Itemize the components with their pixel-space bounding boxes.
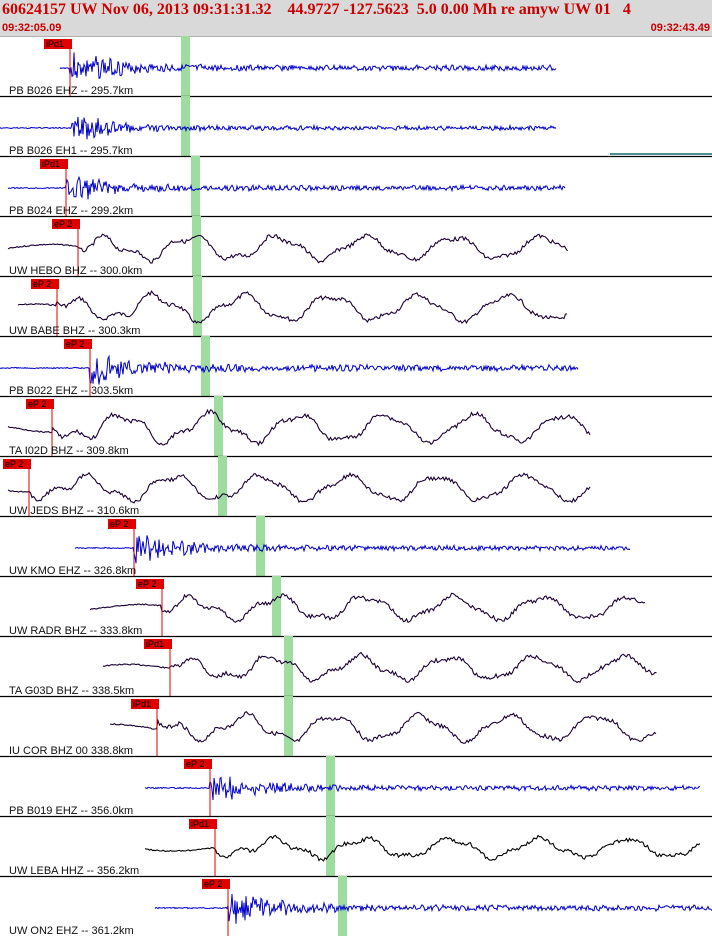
pick-label: eP 2	[28, 399, 46, 409]
station-label: UW BABE BHZ -- 300.3km	[9, 325, 140, 337]
waveform	[109, 711, 657, 744]
pick-label: iPd1	[133, 699, 151, 709]
time-end-label: 09:32:43.49	[650, 22, 710, 34]
pick-label: iPd1	[146, 639, 164, 649]
s-window-marker	[256, 516, 265, 576]
pick-label: iPd1	[42, 159, 60, 169]
waveform	[0, 354, 579, 385]
waveform	[74, 535, 631, 564]
pick-label: eP 2	[5, 459, 23, 469]
trace-row[interactable]: iPd1 UW LEBA HHZ -- 356.2km	[0, 816, 712, 878]
station-label: UW HEBO BHZ -- 300.0km	[9, 265, 142, 277]
trace-row[interactable]: eP 2 TA I02D BHZ -- 309.8km	[0, 396, 712, 458]
station-label: UW JEDS BHZ -- 310.6km	[9, 505, 139, 517]
station-label: UW LEBA HHZ -- 356.2km	[9, 865, 139, 877]
waveform	[154, 893, 712, 924]
waveform	[7, 471, 591, 504]
trace-row[interactable]: eP 2 UW RADR BHZ -- 333.8km	[0, 576, 712, 638]
waveform	[59, 52, 557, 79]
trace-row[interactable]: PB B026 EH1 -- 295.7km	[0, 96, 712, 158]
station-label: PB B026 EH1 -- 295.7km	[9, 145, 133, 157]
pick-flag[interactable]	[136, 579, 164, 589]
pick-flag[interactable]	[202, 879, 230, 889]
trace-row[interactable]: iPd1 TA G03D BHZ -- 338.5km	[0, 636, 712, 698]
waveform	[144, 834, 701, 862]
trace-row[interactable]: eP 2 UW KMO EHZ -- 326.8km	[0, 516, 712, 578]
station-label: UW ON2 EHZ -- 361.2km	[9, 925, 134, 937]
station-label: UW RADR BHZ -- 333.8km	[9, 625, 142, 637]
s-window-marker	[193, 276, 202, 336]
waveform	[89, 592, 646, 624]
pick-flag[interactable]	[184, 759, 212, 769]
station-label: PB B022 EHZ -- 303.5km	[9, 385, 133, 397]
pick-label: iPd1	[46, 39, 64, 49]
trace-row[interactable]: iPd1 PB B024 EHZ -- 299.2km	[0, 156, 712, 218]
station-label: IU COR BHZ 00 338.8km	[9, 745, 133, 757]
waveform	[0, 116, 557, 140]
event-title: 60624157 UW Nov 06, 2013 09:31:31.32 44.…	[2, 1, 631, 18]
waveform	[102, 651, 657, 684]
pick-flag[interactable]	[44, 39, 72, 49]
s-window-marker	[284, 696, 293, 756]
s-window-marker	[218, 456, 227, 516]
trace-row[interactable]: iPd1 IU COR BHZ 00 338.8km	[0, 696, 712, 758]
s-window-marker	[181, 96, 190, 156]
station-label: UW KMO EHZ -- 326.8km	[9, 565, 136, 577]
trace-row[interactable]: eP 2 UW JEDS BHZ -- 310.6km	[0, 456, 712, 518]
s-window-marker	[201, 336, 210, 396]
pick-flag[interactable]	[108, 519, 136, 529]
station-label: TA I02D BHZ -- 309.8km	[9, 445, 129, 457]
s-window-marker	[326, 816, 335, 876]
waveform	[144, 776, 701, 801]
pick-flag[interactable]	[64, 339, 92, 349]
waveform	[17, 290, 568, 325]
pick-label: eP 2	[186, 759, 204, 769]
station-label: TA G03D BHZ -- 338.5km	[9, 685, 134, 697]
time-start-label: 09:32:05.09	[2, 22, 62, 34]
waveform	[7, 175, 566, 200]
pick-flag[interactable]	[31, 279, 59, 289]
pick-flag[interactable]	[131, 699, 159, 709]
pick-flag[interactable]	[189, 819, 217, 829]
trace-row[interactable]: eP 2 PB B019 EHZ -- 356.0km	[0, 756, 712, 818]
s-window-marker	[272, 576, 281, 636]
s-window-marker	[326, 756, 335, 816]
station-label: PB B026 EHZ -- 295.7km	[9, 85, 133, 97]
pick-label: iPd1	[191, 819, 209, 829]
trace-row[interactable]: eP 2 UW ON2 EHZ -- 361.2km	[9, 876, 712, 937]
station-label: PB B019 EHZ -- 356.0km	[9, 805, 133, 817]
s-window-marker	[191, 156, 200, 216]
pick-label: eP 2	[110, 519, 128, 529]
pick-label: eP 2	[138, 579, 156, 589]
header-bar: 60624157 UW Nov 06, 2013 09:31:31.32 44.…	[0, 0, 712, 37]
waveform	[7, 408, 591, 447]
pick-flag[interactable]	[3, 459, 31, 469]
trace-row[interactable]: eP 2 UW BABE BHZ -- 300.3km	[0, 276, 712, 338]
pick-label: eP 2	[204, 879, 222, 889]
trace-row[interactable]: iPd1 PB B026 EHZ -- 295.7km	[0, 36, 712, 98]
s-window-marker	[214, 396, 223, 456]
pick-flag[interactable]	[52, 219, 80, 229]
station-label: PB B024 EHZ -- 299.2km	[9, 205, 133, 217]
pick-flag[interactable]	[26, 399, 54, 409]
trace-row[interactable]: eP 2 PB B022 EHZ -- 303.5km	[0, 336, 712, 398]
waveform	[7, 233, 568, 264]
s-window-marker	[338, 876, 347, 936]
pick-flag[interactable]	[40, 159, 68, 169]
pick-flag[interactable]	[144, 639, 172, 649]
pick-label: eP 2	[66, 339, 84, 349]
seismogram-panel[interactable]: iPd1 PB B026 EHZ -- 295.7km PB B026 EH1 --…	[0, 36, 712, 938]
trace-row[interactable]: eP 2 UW HEBO BHZ -- 300.0km	[0, 216, 712, 278]
s-window-marker	[192, 216, 201, 276]
s-window-marker	[284, 636, 293, 696]
pick-label: eP 2	[54, 219, 72, 229]
pick-label: eP 2	[33, 279, 51, 289]
